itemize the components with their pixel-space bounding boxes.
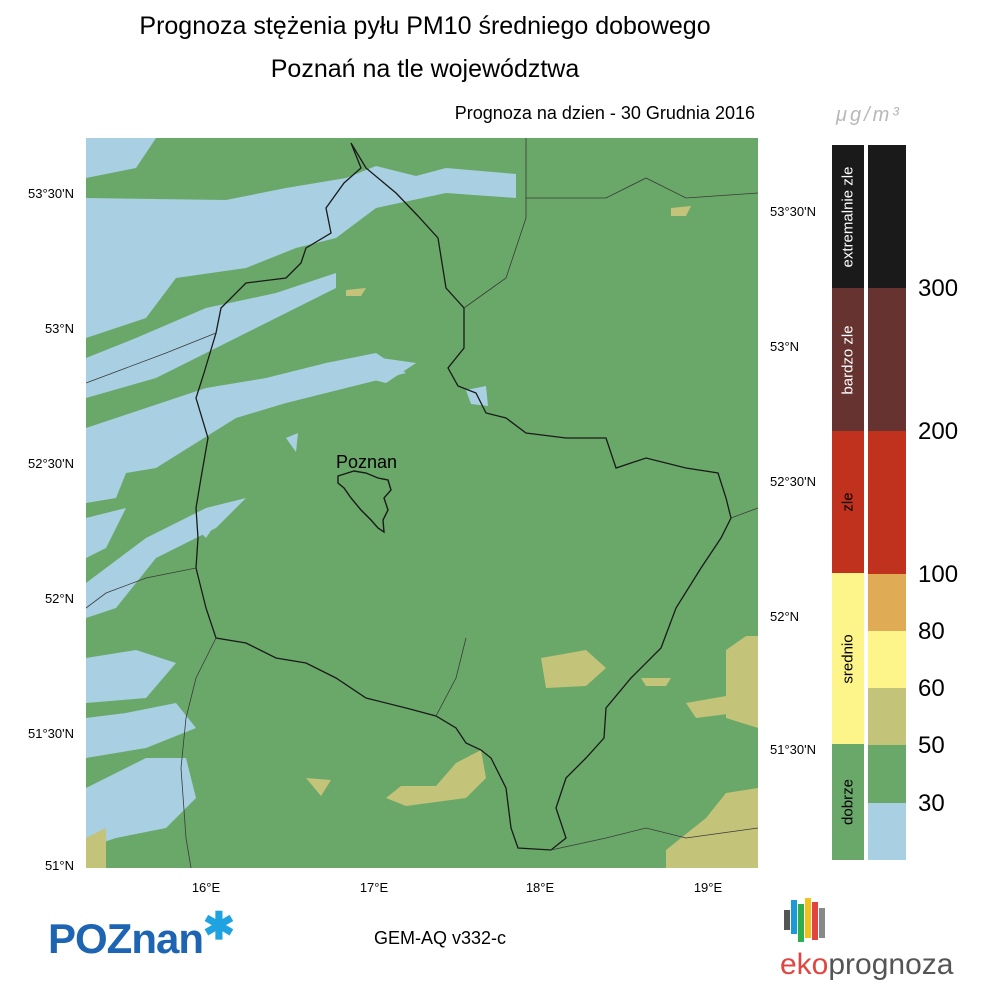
- legend-category-label: srednio: [839, 633, 857, 684]
- lat-tick-right: 52°30'N: [770, 474, 816, 489]
- lat-tick-right: 53°30'N: [770, 204, 816, 219]
- low-concentration-regions: [86, 138, 516, 848]
- legend-category-label: bardzo zle: [839, 324, 857, 395]
- lat-tick-right: 52°N: [770, 609, 800, 624]
- lat-tick-left: 52°30'N: [28, 456, 74, 471]
- legend-unit: μg/m³: [836, 104, 902, 126]
- legend-category: zle: [832, 431, 864, 573]
- lon-tick: 18°E: [525, 880, 555, 895]
- lat-tick-right: 53°N: [770, 339, 800, 354]
- legend-threshold: 30: [918, 790, 945, 817]
- moderate-concentration-regions: [86, 206, 758, 868]
- legend-threshold: 200: [918, 418, 959, 445]
- legend-category: srednio: [832, 573, 864, 744]
- lat-tick-left: 52°N: [44, 591, 74, 606]
- poznan-logo-text: POZnan: [48, 915, 204, 962]
- legend-category-label: dobrze: [839, 779, 857, 825]
- map-canvas: [86, 138, 758, 868]
- lat-tick-left: 53°N: [44, 321, 74, 336]
- legend-scale-swatch: [868, 431, 906, 574]
- legend-threshold: 60: [918, 675, 945, 702]
- asterisk-icon: ✱: [203, 906, 235, 948]
- legend-threshold: 80: [918, 618, 945, 645]
- legend-category: dobrze: [832, 744, 864, 860]
- legend-scale-swatch: [868, 688, 906, 745]
- province-boundary: [195, 142, 732, 851]
- ekoprognoza-logo-text: ekoprognoza: [780, 948, 954, 981]
- legend-scale-swatch: [868, 288, 906, 431]
- ekoprognoza-bars-icon: [784, 896, 834, 944]
- legend-scale-swatch: [868, 745, 906, 803]
- legend-category: bardzo zle: [832, 288, 864, 431]
- legend-threshold: 50: [918, 732, 945, 759]
- model-version: GEM-AQ v332-c: [374, 928, 507, 948]
- legend-scale-swatch: [868, 803, 906, 860]
- legend-scale-swatch: [868, 574, 906, 631]
- forecast-date: Prognoza na dzien - 30 Grudnia 2016: [454, 103, 755, 123]
- lon-tick: 19°E: [693, 880, 723, 895]
- poznan-city-outline: [337, 470, 392, 534]
- lon-tick: 16°E: [191, 880, 221, 895]
- map-title: Prognoza stężenia pyłu PM10 średniego do…: [139, 12, 711, 40]
- pm10-map: Poznan: [86, 138, 758, 868]
- poznan-logo: POZnan✱: [48, 906, 235, 963]
- legend-scale-swatch: [868, 145, 906, 288]
- lat-tick-left: 51°N: [44, 858, 74, 873]
- legend-threshold: 300: [918, 275, 959, 302]
- legend-category-label: zle: [839, 492, 857, 512]
- city-label: Poznan: [336, 452, 398, 472]
- neighbour-borders: [86, 138, 758, 868]
- lat-tick-left: 51°30'N: [28, 726, 74, 741]
- map-subtitle: Poznań na tle województwa: [270, 55, 580, 83]
- legend-category-label: extremalnie zle: [839, 166, 857, 267]
- legend-threshold: 100: [918, 561, 959, 588]
- lat-tick-right: 51°30'N: [770, 742, 816, 757]
- legend-category: extremalnie zle: [832, 145, 864, 288]
- lon-tick: 17°E: [359, 880, 389, 895]
- legend-scale-swatch: [868, 631, 906, 688]
- lat-tick-left: 53°30'N: [28, 186, 74, 201]
